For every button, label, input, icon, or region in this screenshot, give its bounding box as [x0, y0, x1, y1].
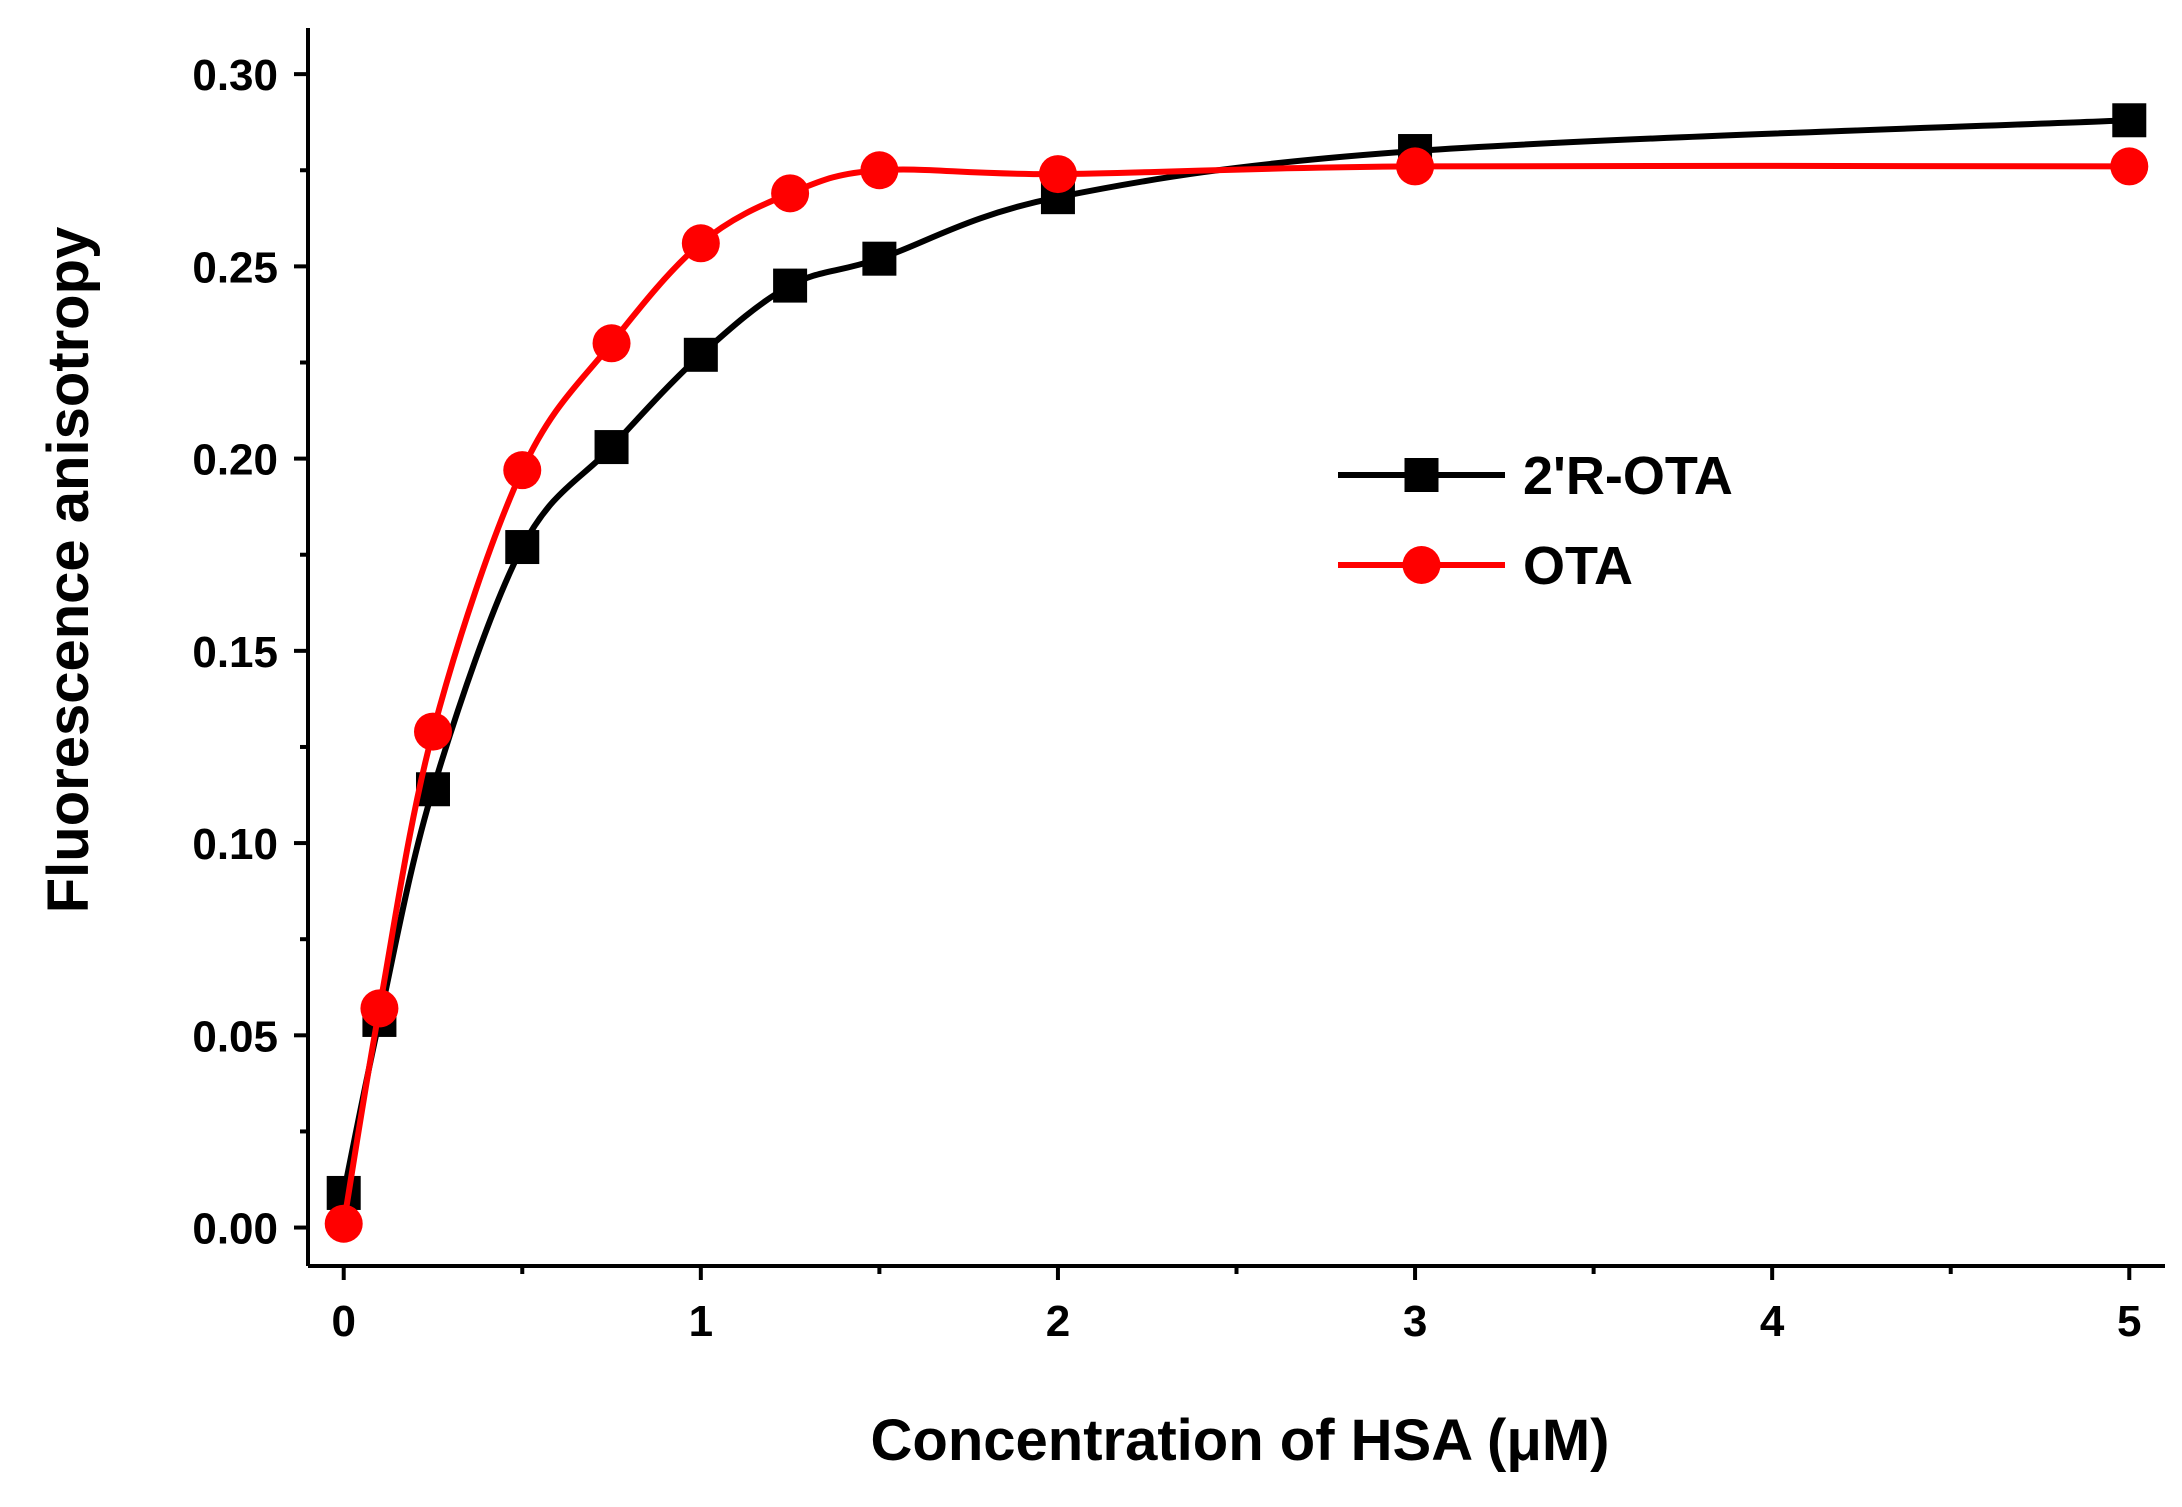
data-point-circle — [1038, 155, 1077, 194]
x-tick-label: 1 — [689, 1297, 713, 1346]
series-line — [340, 117, 2130, 1194]
data-point-circle — [503, 451, 542, 490]
x-axis-title: Concentration of HSA (μM) — [871, 1408, 1610, 1473]
data-point-square — [594, 430, 629, 465]
data-point-circle — [2110, 147, 2149, 186]
x-tick-label: 5 — [2117, 1297, 2141, 1346]
data-point-circle — [1396, 147, 1435, 186]
legend-item: OTA — [1338, 536, 1633, 596]
y-tick-label: 0.25 — [192, 243, 278, 292]
legend-marker-square — [1404, 458, 1439, 492]
y-axis-title: Fluorescence anisotropy — [36, 227, 101, 914]
data-point-circle — [592, 324, 631, 363]
data-point-square — [862, 241, 897, 276]
legend-item: 2'R-OTA — [1338, 446, 1733, 506]
legend-marker-circle — [1402, 546, 1441, 584]
legend: 2'R-OTA OTA — [1338, 446, 1733, 596]
data-point-square — [326, 1175, 361, 1210]
y-tick-label: 0.20 — [192, 436, 278, 485]
y-tick-label: 0.00 — [192, 1205, 278, 1254]
data-point-square — [2112, 103, 2147, 138]
y-tick-label: 0.30 — [192, 51, 278, 100]
x-tick-label: 0 — [331, 1297, 355, 1346]
data-point-circle — [413, 712, 452, 751]
legend-label: OTA — [1523, 536, 1633, 596]
y-tick-label: 0.10 — [192, 820, 278, 869]
data-point-circle — [860, 151, 899, 190]
y-tick-label: 0.05 — [192, 1012, 278, 1061]
series-layer — [324, 103, 2149, 1243]
data-point-circle — [681, 224, 720, 263]
x-tick-label: 2 — [1046, 1297, 1070, 1346]
y-tick-label: 0.15 — [192, 628, 278, 677]
series-2 — [324, 147, 2149, 1243]
data-point-circle — [771, 174, 810, 213]
data-point-circle — [360, 989, 399, 1028]
legend-label: 2'R-OTA — [1523, 446, 1733, 506]
data-point-square — [505, 530, 540, 565]
axes: 0 1 2 3 4 5 0.00 0.05 0.10 0.15 0.20 0.25 0.30 — [192, 28, 2165, 1346]
series-1 — [326, 103, 2147, 1210]
data-point-circle — [324, 1204, 363, 1243]
x-tick-label: 4 — [1760, 1297, 1785, 1346]
data-point-square — [683, 337, 718, 372]
data-point-square — [773, 268, 808, 303]
x-tick-label: 3 — [1403, 1297, 1427, 1346]
